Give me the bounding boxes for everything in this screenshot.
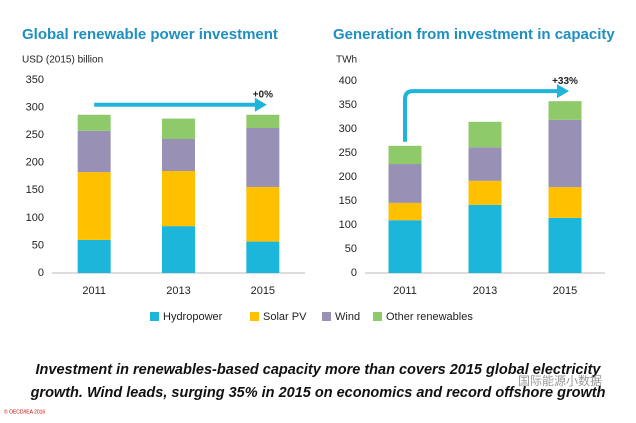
y-axis-label: TWh <box>336 55 357 66</box>
bar-segment <box>162 170 195 227</box>
bar-segment <box>388 164 422 203</box>
legend-swatch <box>322 312 331 321</box>
bar-segment <box>162 226 195 273</box>
legend-swatch <box>150 312 159 321</box>
bar-segment <box>468 180 502 205</box>
y-tick-label: 0 <box>351 267 357 279</box>
y-tick-label: 200 <box>26 157 44 169</box>
legend-swatch <box>373 312 382 321</box>
annotation: +33% <box>552 76 578 87</box>
y-tick-label: 350 <box>26 74 44 86</box>
x-tick-label: 2013 <box>166 285 190 297</box>
bar-segment <box>548 101 582 120</box>
bar-segment <box>246 127 280 187</box>
y-tick-label: 100 <box>26 212 44 224</box>
bar-segment <box>77 172 111 240</box>
y-axis-label: USD (2015) billion <box>22 55 103 66</box>
arrow <box>403 89 559 142</box>
bar-segment <box>162 118 195 140</box>
bar-segment <box>468 147 502 181</box>
y-tick-label: 400 <box>339 75 357 87</box>
y-tick-label: 350 <box>339 99 357 111</box>
y-tick-label: 200 <box>339 171 357 183</box>
y-tick-label: 0 <box>38 267 44 279</box>
chart-title: Global renewable power investment <box>22 26 278 43</box>
x-tick-label: 2015 <box>251 285 275 297</box>
watermark: 国际能源小数据 <box>518 373 602 388</box>
bar-segment <box>162 139 195 171</box>
y-tick-label: 100 <box>339 219 357 231</box>
x-tick-label: 2011 <box>393 285 417 297</box>
y-tick-label: 300 <box>339 123 357 135</box>
legend-label: Solar PV <box>263 311 307 323</box>
bar-segment <box>77 130 111 173</box>
y-tick-label: 300 <box>26 101 44 113</box>
y-tick-label: 150 <box>26 184 44 196</box>
caption: growth. Wind leads, surging 35% in 2015 … <box>30 385 606 401</box>
caption: Investment in renewables-based capacity … <box>36 362 602 378</box>
legend-label: Hydropower <box>163 311 223 323</box>
legend-swatch <box>250 312 259 321</box>
chart-title: Generation from investment in capacity <box>333 26 615 43</box>
arrow-head <box>557 84 569 99</box>
legend-label: Other renewables <box>386 311 473 323</box>
y-tick-label: 150 <box>339 195 357 207</box>
bar-segment <box>468 121 502 148</box>
x-tick-label: 2015 <box>553 285 577 297</box>
source: © OECD/IEA 2016 <box>4 408 45 415</box>
y-tick-label: 50 <box>32 239 44 251</box>
bar-segment <box>77 114 111 131</box>
x-tick-label: 2013 <box>473 285 497 297</box>
y-tick-label: 250 <box>26 129 44 141</box>
bar-segment <box>246 186 280 242</box>
bar-segment <box>548 187 582 218</box>
y-tick-label: 250 <box>339 147 357 159</box>
bar-segment <box>246 241 280 273</box>
bar-segment <box>388 220 422 273</box>
bar-segment <box>548 217 582 273</box>
legend-label: Wind <box>335 311 360 323</box>
x-tick-label: 2011 <box>82 285 106 297</box>
bar-segment <box>388 202 422 221</box>
annotation: +0% <box>253 89 273 100</box>
arrow-head <box>254 97 267 112</box>
bar-segment <box>548 119 582 188</box>
bar-segment <box>246 114 280 128</box>
bar-segment <box>77 239 111 273</box>
bar-segment <box>468 204 502 273</box>
bar-segment <box>388 145 422 165</box>
y-tick-label: 50 <box>345 243 357 255</box>
